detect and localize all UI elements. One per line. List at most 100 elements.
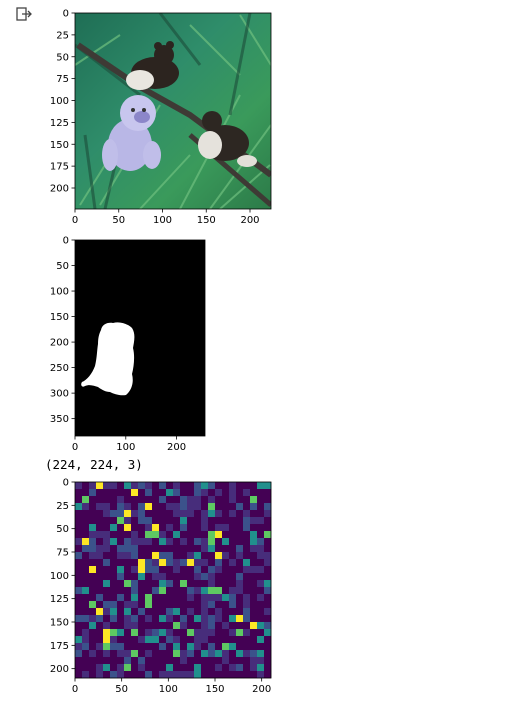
heatmap-cell: [215, 671, 223, 679]
heatmap-cell: [103, 524, 111, 532]
heatmap-cell: [138, 503, 146, 511]
heatmap-cell: [152, 545, 160, 553]
heatmap-cell: [152, 489, 160, 497]
heatmap-cell: [229, 608, 237, 616]
heatmap-cell: [131, 650, 139, 658]
heatmap-cell: [96, 573, 104, 581]
heatmap-cell: [243, 622, 251, 630]
heatmap-cell: [194, 531, 202, 539]
heatmap-cell: [138, 629, 146, 637]
heatmap-cell: [103, 629, 111, 637]
heatmap-cell: [138, 482, 146, 490]
heatmap-cell: [103, 496, 111, 504]
heatmap-cell: [131, 629, 139, 637]
heatmap-cell: [222, 566, 230, 574]
heatmap-cell: [173, 587, 181, 595]
heatmap-cell: [215, 531, 223, 539]
heatmap-cell: [208, 510, 216, 518]
heatmap-cell: [264, 524, 272, 532]
heatmap-cell: [236, 510, 244, 518]
heatmap-cell: [145, 482, 153, 490]
heatmap-cell: [89, 580, 97, 588]
heatmap-cell: [187, 489, 195, 497]
heatmap-cell: [250, 580, 258, 588]
heatmap-cell: [145, 489, 153, 497]
heatmap-cell: [110, 545, 118, 553]
heatmap-cell: [145, 524, 153, 532]
heatmap-cell: [194, 664, 202, 672]
heatmap-cell: [187, 524, 195, 532]
heatmap-cell: [152, 587, 160, 595]
heatmap-cell: [103, 587, 111, 595]
heatmap-cell: [124, 580, 132, 588]
heatmap-cell: [194, 629, 202, 637]
heatmap-cell: [152, 636, 160, 644]
heatmap-cell: [229, 601, 237, 609]
heatmap-cell: [159, 594, 167, 602]
heatmap-cell: [82, 608, 90, 616]
heatmap-cell: [229, 531, 237, 539]
heatmap-cell: [236, 650, 244, 658]
heatmap-cell: [82, 545, 90, 553]
heatmap-cell: [250, 594, 258, 602]
heatmap-cell: [110, 643, 118, 651]
heatmap-cell: [229, 545, 237, 553]
heatmap-cell: [236, 664, 244, 672]
heatmap-cell: [250, 629, 258, 637]
heatmap-cell: [229, 587, 237, 595]
heatmap-cell: [124, 664, 132, 672]
heatmap-cell: [124, 552, 132, 560]
heatmap-cell: [166, 559, 174, 567]
heatmap-cell: [75, 629, 83, 637]
heatmap-cell: [180, 587, 188, 595]
heatmap-cell: [215, 573, 223, 581]
heatmap-cell: [103, 552, 111, 560]
heatmap-cell: [103, 566, 111, 574]
heatmap-cell: [145, 671, 153, 679]
heatmap-cell: [166, 517, 174, 525]
heatmap-cell: [82, 510, 90, 518]
y-tick-label: 0: [63, 478, 69, 489]
heatmap-cell: [264, 615, 272, 623]
heatmap-cell: [96, 531, 104, 539]
heatmap-cell: [229, 664, 237, 672]
y-tick-label: 125: [50, 594, 69, 605]
heatmap-cell: [82, 482, 90, 490]
heatmap-cell: [250, 524, 258, 532]
heatmap-cell: [257, 664, 265, 672]
heatmap-cell: [131, 524, 139, 532]
heatmap-cell: [173, 482, 181, 490]
heatmap-cell: [236, 671, 244, 679]
heatmap-cell: [131, 594, 139, 602]
heatmap-cell: [201, 524, 209, 532]
heatmap-cell: [82, 552, 90, 560]
heatmap-cell: [180, 615, 188, 623]
heatmap-cell: [96, 622, 104, 630]
heatmap-cell: [215, 566, 223, 574]
y-tick-label: 100: [50, 571, 69, 582]
heatmap-cell: [152, 482, 160, 490]
heatmap-cell: [229, 510, 237, 518]
heatmap-cell: [145, 594, 153, 602]
heatmap-cell: [82, 524, 90, 532]
heatmap-cell: [180, 559, 188, 567]
heatmap-cell: [75, 566, 83, 574]
y-tick-label: 0: [63, 236, 69, 247]
heatmap-cell: [222, 650, 230, 658]
heatmap-cell: [103, 594, 111, 602]
heatmap-cell: [264, 552, 272, 560]
heatmap-cell: [180, 503, 188, 511]
heatmap-cell: [89, 545, 97, 553]
heatmap-cell: [145, 608, 153, 616]
heatmap-cell: [187, 559, 195, 567]
heatmap-cell: [243, 489, 251, 497]
heatmap-cell: [250, 615, 258, 623]
heatmap-cell: [152, 538, 160, 546]
heatmap-cell: [110, 482, 118, 490]
heatmap-cell: [222, 510, 230, 518]
heatmap-cell: [222, 552, 230, 560]
heatmap-cell: [201, 545, 209, 553]
heatmap-cell: [75, 482, 83, 490]
heatmap-cell: [201, 622, 209, 630]
y-tick-label: 200: [50, 664, 69, 675]
